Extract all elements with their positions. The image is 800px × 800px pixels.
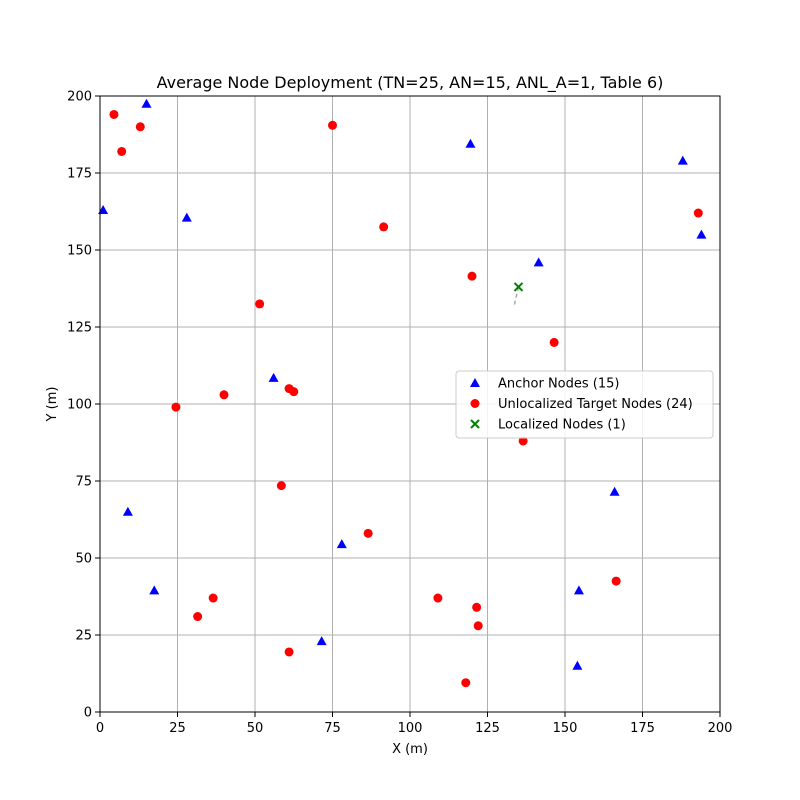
x-tick-label: 175 bbox=[630, 721, 655, 736]
anchor-node-point bbox=[572, 660, 583, 670]
target-node-point bbox=[328, 120, 337, 130]
target-node-point bbox=[208, 593, 218, 603]
x-tick-label: 0 bbox=[96, 721, 104, 736]
y-tick-label: 25 bbox=[75, 629, 92, 644]
target-node-point bbox=[135, 122, 145, 132]
anchor-node-point bbox=[533, 257, 544, 267]
y-tick-label: 100 bbox=[67, 398, 92, 413]
anchor-node-point bbox=[336, 539, 347, 549]
anchor-node-point bbox=[573, 585, 584, 595]
anchor-node-point bbox=[465, 138, 476, 148]
y-tick-label: 125 bbox=[67, 321, 92, 336]
anchor-node-point bbox=[609, 486, 620, 496]
target-node-point bbox=[461, 678, 471, 688]
x-tick-label: 50 bbox=[247, 721, 264, 736]
legend-marker bbox=[470, 399, 480, 408]
x-tick-label: 75 bbox=[324, 721, 341, 736]
x-tick-label: 25 bbox=[169, 721, 186, 736]
y-axis-label: Y (m) bbox=[45, 387, 60, 423]
anchor-node-point bbox=[268, 372, 279, 382]
x-tick-label: 125 bbox=[475, 721, 500, 736]
legend-marker bbox=[470, 419, 480, 429]
x-tick-label: 100 bbox=[398, 721, 423, 736]
localized-node-point bbox=[513, 282, 524, 292]
legend: Anchor Nodes (15) Unlocalized Target Node… bbox=[455, 370, 714, 439]
target-node-point bbox=[611, 576, 621, 586]
anchor-node-point bbox=[677, 155, 688, 165]
target-node-point bbox=[472, 602, 482, 612]
legend-label: Unlocalized Target Nodes (24) bbox=[498, 397, 693, 412]
legend-label: Anchor Nodes (15) bbox=[498, 377, 619, 392]
x-axis-label: X (m) bbox=[392, 742, 428, 757]
target-node-point bbox=[219, 390, 229, 400]
target-node-point bbox=[433, 593, 443, 603]
target-node-point bbox=[379, 222, 389, 232]
legend-label: Localized Nodes (1) bbox=[498, 418, 626, 433]
target-node-point bbox=[255, 299, 265, 309]
target-node-point bbox=[109, 109, 119, 119]
anchor-node-point bbox=[98, 204, 109, 214]
x-marker-stroke bbox=[513, 282, 524, 292]
target-node-point bbox=[276, 481, 286, 491]
y-tick-label: 150 bbox=[67, 244, 92, 259]
target-node-point bbox=[363, 528, 373, 538]
target-node-point bbox=[518, 436, 528, 446]
target-node-point bbox=[473, 621, 483, 631]
chart-title: Average Node Deployment (TN=25, AN=15, A… bbox=[157, 73, 664, 93]
target-node-point bbox=[193, 612, 203, 622]
y-tick-label: 175 bbox=[67, 167, 92, 182]
y-tick-label: 0 bbox=[84, 706, 92, 721]
axis-ticks: 0 25 50 75 100 125 150 175 200 0 25 50 75 100 125 150 17… bbox=[67, 90, 732, 737]
target-node-point bbox=[549, 337, 559, 347]
target-node-point bbox=[117, 146, 127, 156]
target-node-point bbox=[289, 387, 299, 397]
y-tick-label: 50 bbox=[75, 552, 92, 567]
x-marker-stroke bbox=[470, 419, 480, 429]
x-tick-label: 150 bbox=[553, 721, 578, 736]
anchor-node-point bbox=[122, 506, 133, 516]
target-node-point bbox=[693, 208, 703, 218]
anchor-node-point bbox=[316, 636, 327, 646]
anchor-node-point bbox=[141, 98, 152, 108]
legend-box bbox=[455, 370, 714, 439]
anchor-node-point bbox=[149, 585, 160, 595]
target-node-point bbox=[467, 271, 477, 281]
data-marks bbox=[98, 98, 707, 688]
anchor-node-point bbox=[181, 212, 192, 222]
target-node-point bbox=[284, 647, 294, 657]
x-tick-label: 200 bbox=[708, 721, 733, 736]
target-node-point bbox=[171, 402, 181, 412]
localization-error-line bbox=[513, 286, 520, 308]
error-lines bbox=[513, 286, 520, 308]
legend-marker bbox=[470, 378, 480, 387]
y-tick-label: 75 bbox=[75, 475, 92, 490]
y-tick-label: 200 bbox=[67, 90, 92, 105]
anchor-node-point bbox=[696, 229, 707, 239]
